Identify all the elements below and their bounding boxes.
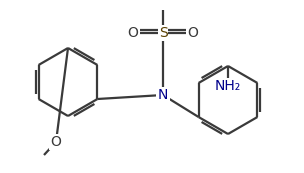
Text: O: O <box>188 26 199 40</box>
Text: S: S <box>159 26 168 40</box>
Text: O: O <box>50 135 61 149</box>
Text: O: O <box>128 26 138 40</box>
Text: N: N <box>158 88 168 102</box>
Text: NH₂: NH₂ <box>215 79 241 93</box>
